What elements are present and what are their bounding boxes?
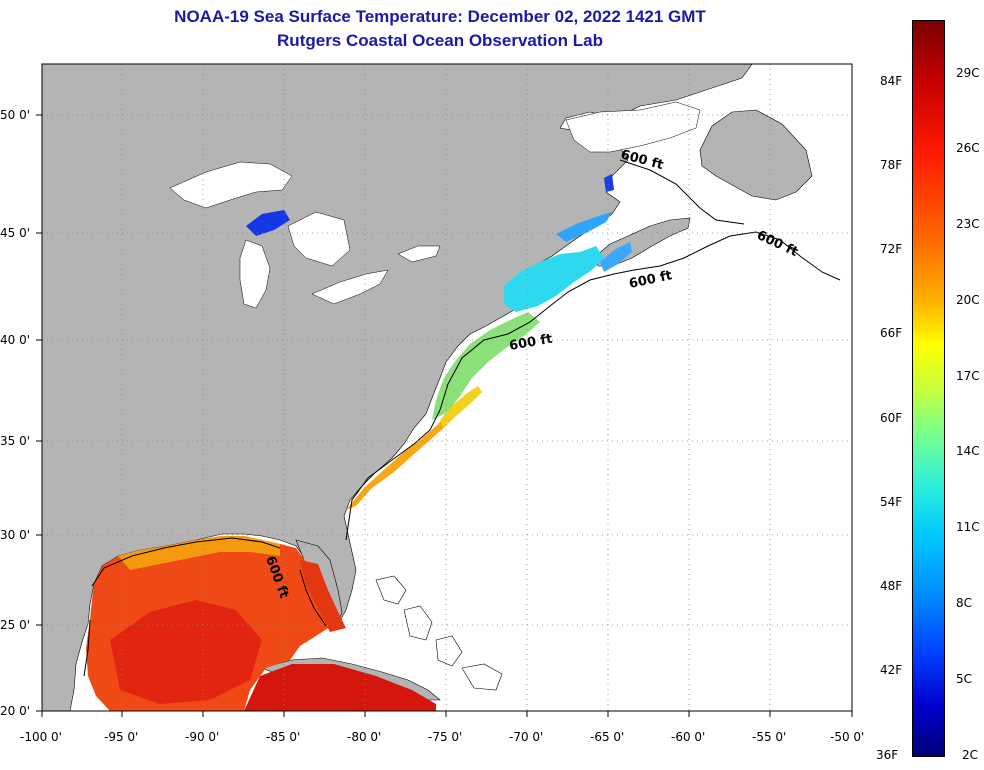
colorbar-label-c: 17C (956, 369, 980, 383)
lon-label: -85 0' (266, 730, 301, 744)
sst-gulf-hot-core (110, 600, 262, 704)
colorbar-label-c: 29C (956, 66, 980, 80)
lon-label: -80 0' (347, 730, 382, 744)
lat-label: 40 0' (0, 333, 31, 347)
lat-label: 20 0' (0, 704, 31, 718)
map-title: NOAA-19 Sea Surface Temperature: Decembe… (174, 7, 706, 26)
sst-mid-atlantic-shelf (432, 312, 540, 420)
isobath-label: 600 ft (508, 332, 553, 354)
colorbar-label-f: 78F (880, 158, 903, 172)
great-lakes (169, 101, 701, 309)
colorbar-label-c: 26C (956, 141, 980, 155)
colorbar-label-f: 36F (876, 748, 899, 762)
graticule (42, 64, 852, 711)
colorbar-label-c: 11C (956, 520, 980, 534)
lon-label: -90 0' (185, 730, 220, 744)
isobath-600ft (83, 159, 841, 677)
lon-label: -95 0' (104, 730, 139, 744)
lat-label: 35 0' (0, 434, 31, 448)
colorbar-label-f: 84F (880, 74, 903, 88)
sst-bay-of-fundy (556, 212, 612, 242)
colorbar-label-f: 66F (880, 326, 903, 340)
colorbar-label-f: 48F (880, 579, 903, 593)
colorbar-label-c: 20C (956, 293, 980, 307)
colorbar-label-c: 14C (956, 444, 980, 458)
lon-label: -100 0' (20, 730, 62, 744)
lat-label: 25 0' (0, 618, 31, 632)
colorbar-label-f: 72F (880, 242, 903, 256)
lon-label: -75 0' (428, 730, 463, 744)
sst-lake-superior (246, 210, 290, 236)
lat-label: 50 0' (0, 108, 31, 122)
sst-southeast-shelf (346, 416, 446, 510)
colorbar-label-c: 2C (962, 748, 979, 762)
lon-label: -70 0' (509, 730, 544, 744)
lon-label: -65 0' (590, 730, 625, 744)
lon-label: -60 0' (671, 730, 706, 744)
sst-florida-straits (300, 560, 346, 632)
temperature-colorbar (912, 20, 945, 757)
land-newfoundland (699, 109, 813, 201)
sst-caribbean (244, 664, 436, 711)
sst-gulf-of-maine (504, 246, 604, 312)
colorbar-label-c: 8C (956, 596, 973, 610)
map-frame (41, 63, 853, 712)
colorbar-label-f: 54F (880, 495, 903, 509)
lat-label: 30 0' (0, 528, 31, 542)
lon-label: -50 0' (830, 730, 865, 744)
sst-gulf-nearshore (118, 536, 280, 570)
colorbar-label-f: 60F (880, 411, 903, 425)
bahamas (375, 575, 503, 691)
colorbar-label-f: 42F (880, 663, 903, 677)
colorbar-label-c: 5C (956, 672, 973, 686)
sst-st-lawrence (604, 174, 614, 192)
lat-label: 45 0' (0, 226, 31, 240)
map-ticks (36, 114, 853, 717)
sst-shelf-gulfstream-edge (440, 386, 482, 428)
map-subtitle: Rutgers Coastal Ocean Observation Lab (277, 31, 603, 50)
colorbar-label-c: 23C (956, 217, 980, 231)
lon-label: -55 0' (752, 730, 787, 744)
